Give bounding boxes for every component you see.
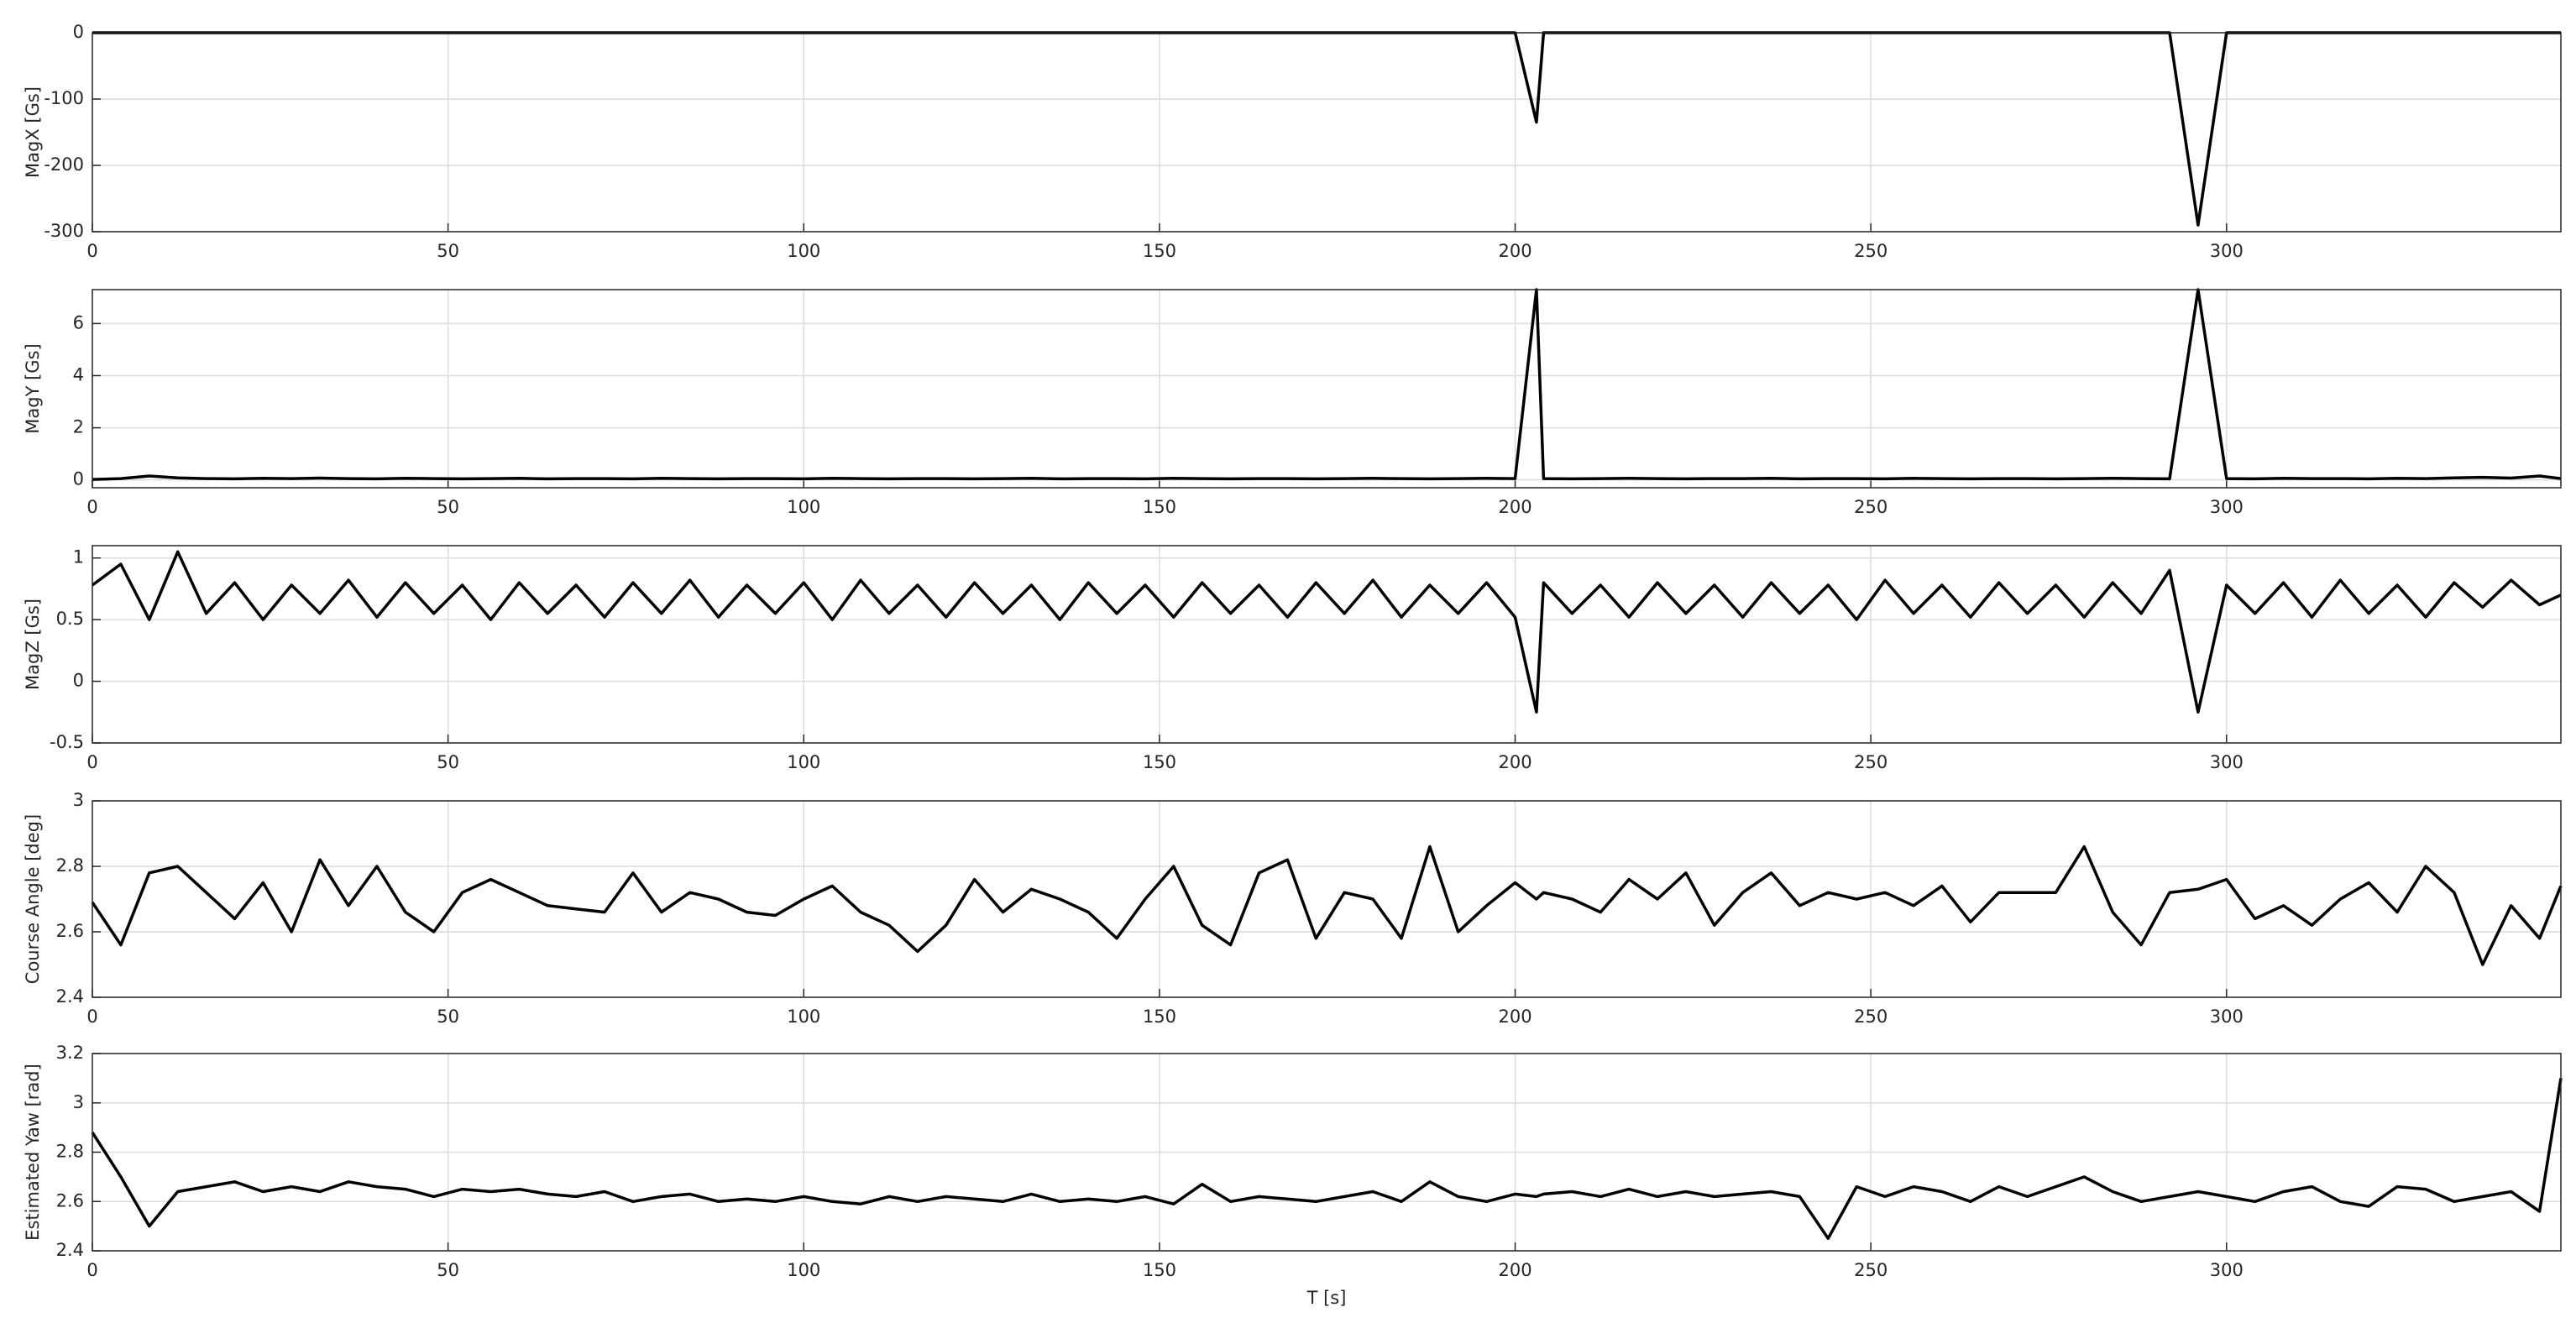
x-tick-label: 200 — [1498, 241, 1531, 261]
x-tick-label: 200 — [1498, 1007, 1531, 1027]
y-axis-label: Course Angle [deg] — [23, 814, 43, 984]
x-tick-label: 300 — [2210, 1260, 2244, 1280]
data-line — [91, 1078, 2563, 1241]
y-tick-label: 0.5 — [56, 609, 84, 629]
y-tick-label: 2.6 — [56, 921, 84, 941]
y-tick-label: 2 — [73, 417, 84, 437]
x-tick-label: 0 — [86, 497, 97, 517]
y-tick-label: 2.4 — [56, 986, 84, 1007]
x-tick-label: 250 — [1854, 497, 1887, 517]
y-tick-label: 3.2 — [56, 1043, 84, 1063]
axes-box — [92, 1053, 2562, 1252]
x-tick-label: 250 — [1854, 1007, 1887, 1027]
x-tick-label: 100 — [787, 241, 820, 261]
x-tick-label: 300 — [2210, 241, 2244, 261]
data-line — [92, 288, 2562, 481]
x-tick-label: 50 — [437, 241, 459, 261]
y-tick-label: -100 — [44, 88, 84, 108]
axes-box — [92, 289, 2562, 489]
x-tick-label: 50 — [437, 497, 459, 517]
x-tick-label: 100 — [787, 497, 820, 517]
y-axis-label: MagZ [Gs] — [23, 599, 43, 690]
x-tick-label: 150 — [1143, 1007, 1176, 1027]
x-tick-label: 50 — [437, 1007, 459, 1027]
y-tick-label: 2.4 — [56, 1240, 84, 1260]
y-tick-label: 2.6 — [56, 1190, 84, 1211]
x-tick-label: 300 — [2210, 1007, 2244, 1027]
x-tick-label: 150 — [1143, 752, 1176, 772]
x-tick-label: 0 — [86, 752, 97, 772]
data-line — [91, 845, 2563, 966]
data-line — [92, 31, 2561, 227]
axes-box — [92, 800, 2562, 998]
x-tick-label: 200 — [1498, 497, 1531, 517]
x-tick-label: 100 — [787, 1007, 820, 1027]
data-line — [91, 550, 2562, 714]
y-tick-label: -200 — [44, 154, 84, 175]
y-tick-label: 4 — [73, 364, 84, 384]
x-tick-label: 100 — [787, 1260, 820, 1280]
y-tick-label: -0.5 — [50, 732, 84, 752]
y-tick-label: 2.8 — [56, 855, 84, 876]
x-tick-label: 150 — [1143, 241, 1176, 261]
y-tick-label: -300 — [44, 221, 84, 241]
y-tick-label: 0 — [73, 469, 84, 489]
y-tick-label: 0 — [73, 671, 84, 691]
x-tick-label: 0 — [86, 241, 97, 261]
x-tick-label: 50 — [437, 1260, 459, 1280]
x-tick-label: 0 — [86, 1260, 97, 1280]
x-tick-label: 150 — [1143, 497, 1176, 517]
x-tick-label: 300 — [2210, 752, 2244, 772]
x-tick-label: 100 — [787, 752, 820, 772]
x-tick-label: 250 — [1854, 241, 1887, 261]
y-tick-label: 0 — [73, 22, 84, 42]
axes-box — [92, 32, 2562, 233]
x-tick-label: 200 — [1498, 1260, 1531, 1280]
y-tick-label: 3 — [73, 790, 84, 810]
y-tick-label: 6 — [73, 312, 84, 332]
x-tick-label: 250 — [1854, 1260, 1887, 1280]
x-tick-label: 50 — [437, 752, 459, 772]
x-tick-label: 0 — [86, 1007, 97, 1027]
y-axis-label: MagX [Gs] — [23, 86, 43, 178]
y-axis-label: MagY [Gs] — [23, 343, 43, 433]
x-tick-label: 150 — [1143, 1260, 1176, 1280]
x-tick-label: 250 — [1854, 752, 1887, 772]
x-tick-label: 200 — [1498, 752, 1531, 772]
y-tick-label: 3 — [73, 1092, 84, 1112]
y-tick-label: 2.8 — [56, 1142, 84, 1162]
x-axis-label: T [s] — [1306, 1288, 1347, 1308]
axes-box — [92, 545, 2562, 744]
y-tick-label: 1 — [73, 547, 84, 567]
y-axis-label: Estimated Yaw [rad] — [23, 1064, 43, 1241]
x-tick-label: 300 — [2210, 497, 2244, 517]
